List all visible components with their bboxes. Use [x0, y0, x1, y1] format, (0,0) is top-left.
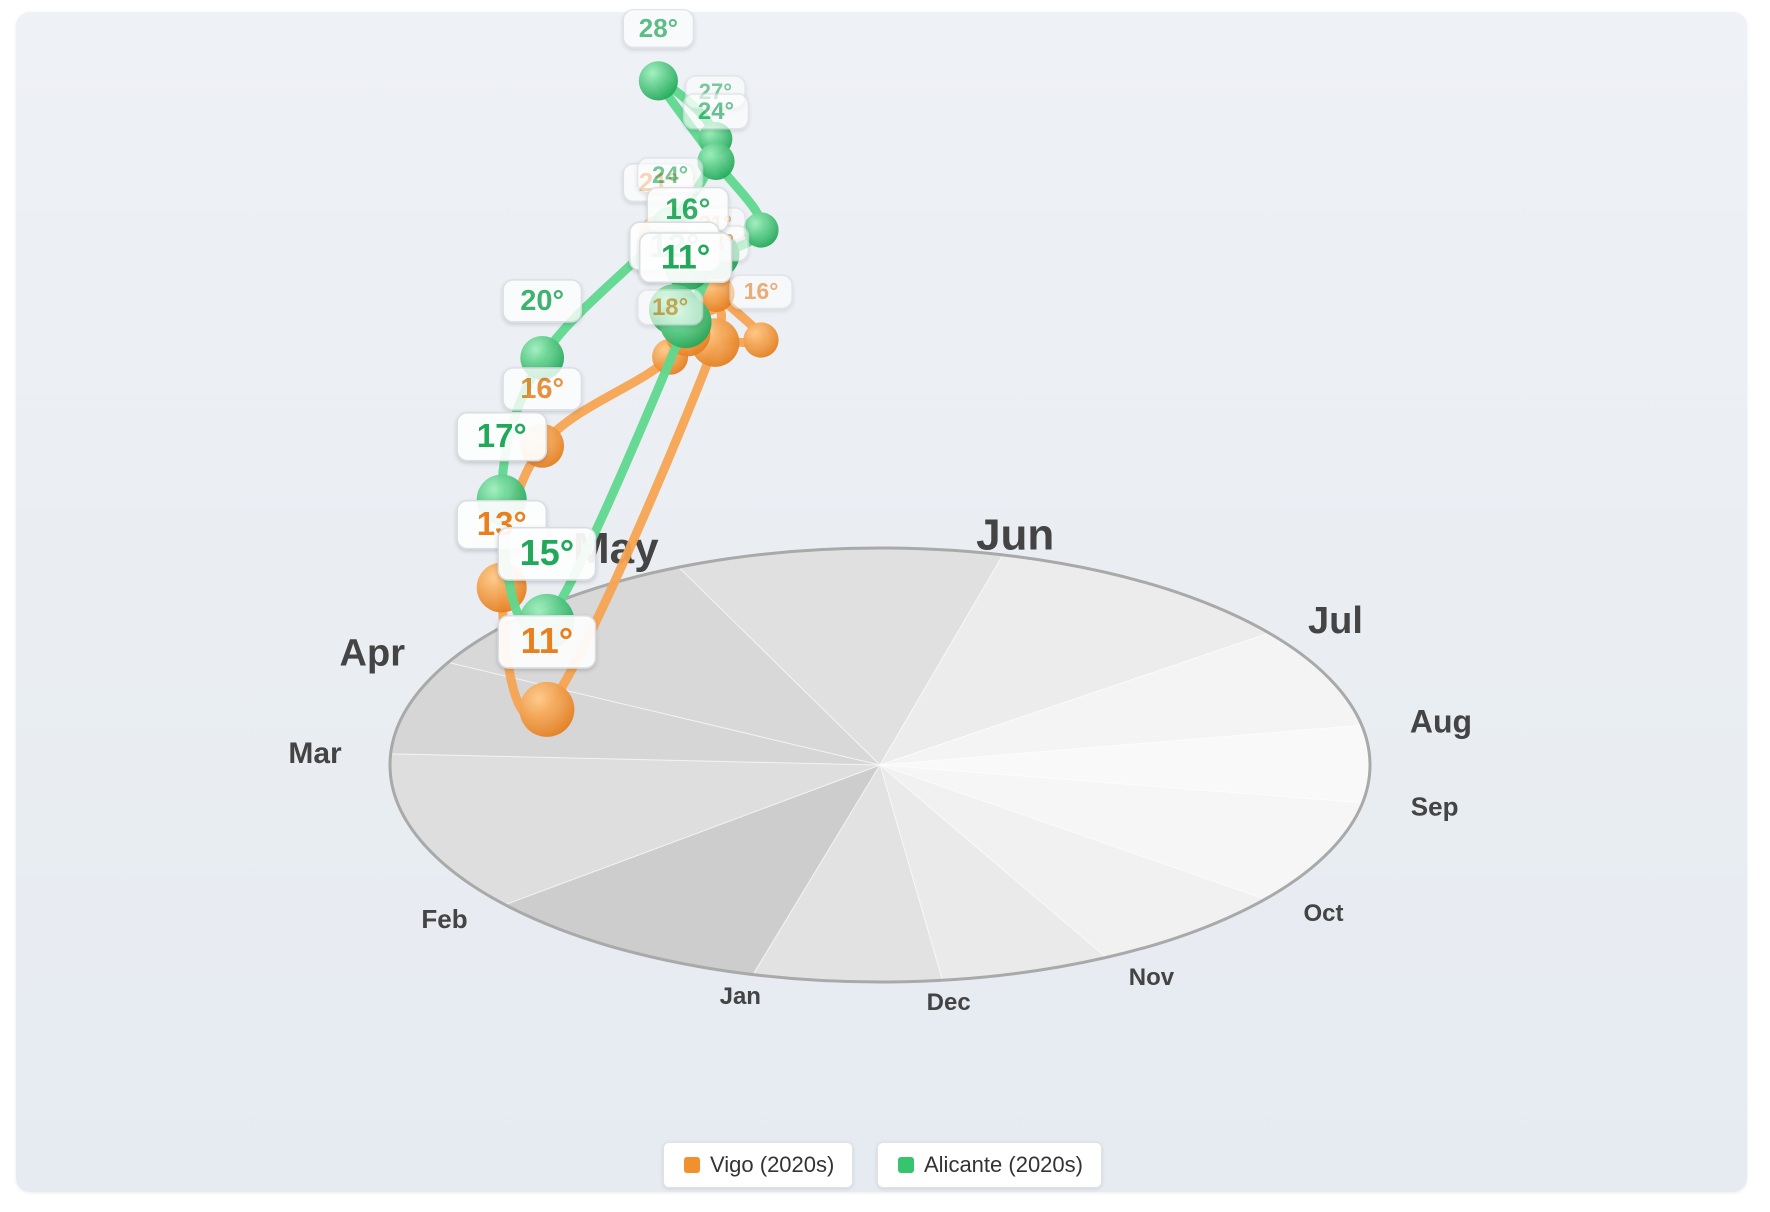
month-label-nov: Nov — [1129, 964, 1175, 991]
point-vigo-feb[interactable] — [519, 681, 575, 737]
value-label-vigo-feb: 11° — [497, 614, 597, 669]
legend-swatch-alicante — [898, 1157, 914, 1173]
svg-text:24°: 24° — [698, 98, 734, 125]
svg-text:20°: 20° — [520, 285, 564, 317]
value-label-alicante-mar: 17° — [456, 411, 548, 462]
value-label-alicante-apr: 20° — [502, 279, 583, 323]
svg-text:16°: 16° — [744, 278, 779, 304]
svg-text:11°: 11° — [521, 620, 573, 661]
point-alicante-sep[interactable] — [743, 212, 779, 248]
value-label-alicante-jul: 28° — [622, 8, 695, 49]
month-label-mar: Mar — [288, 737, 342, 770]
month-label-apr: Apr — [340, 633, 406, 675]
legend-label-vigo: Vigo (2020s) — [710, 1152, 835, 1177]
svg-text:16°: 16° — [520, 373, 564, 405]
value-label-vigo-sep: 16° — [729, 274, 793, 310]
svg-text:11°: 11° — [661, 239, 711, 277]
legend-swatch-vigo — [684, 1157, 700, 1173]
point-alicante-jul[interactable] — [638, 61, 679, 101]
svg-text:16°: 16° — [665, 193, 710, 226]
value-labels: 11°13°16°18°21°21°18°16°15°17°20°24°27°2… — [456, 8, 793, 669]
legend-item-vigo[interactable]: Vigo (2020s) — [663, 1142, 854, 1188]
month-label-jun: Jun — [976, 510, 1054, 559]
svg-text:28°: 28° — [639, 13, 678, 43]
value-label-alicante-feb: 15° — [497, 526, 597, 581]
point-alicante-aug[interactable] — [697, 142, 735, 180]
svg-text:24°: 24° — [652, 162, 688, 189]
point-vigo-sep[interactable] — [743, 322, 779, 358]
legend-item-alicante[interactable]: Alicante (2020s) — [877, 1142, 1102, 1188]
month-label-feb: Feb — [421, 904, 467, 934]
value-label-alicante-aug: 24° — [682, 93, 750, 130]
value-label-alicante-oct: 16° — [646, 186, 730, 232]
value-label-alicante-dec: 11° — [638, 232, 733, 284]
disc-rim — [388, 546, 1372, 984]
svg-text:18°: 18° — [652, 294, 688, 321]
legend: Vigo (2020s) Alicante (2020s) — [0, 1142, 1770, 1190]
month-label-jan: Jan — [720, 983, 761, 1010]
svg-text:17°: 17° — [477, 417, 527, 454]
legend-label-alicante: Alicante (2020s) — [924, 1152, 1083, 1177]
month-label-dec: Dec — [927, 989, 971, 1016]
month-label-jul: Jul — [1308, 600, 1363, 642]
value-label-vigo-apr: 16° — [502, 367, 583, 411]
month-label-oct: Oct — [1304, 900, 1344, 927]
month-label-aug: Aug — [1410, 704, 1472, 740]
value-label-vigo-may: 18° — [636, 289, 704, 326]
month-label-sep: Sep — [1411, 792, 1459, 822]
svg-text:15°: 15° — [520, 532, 574, 573]
